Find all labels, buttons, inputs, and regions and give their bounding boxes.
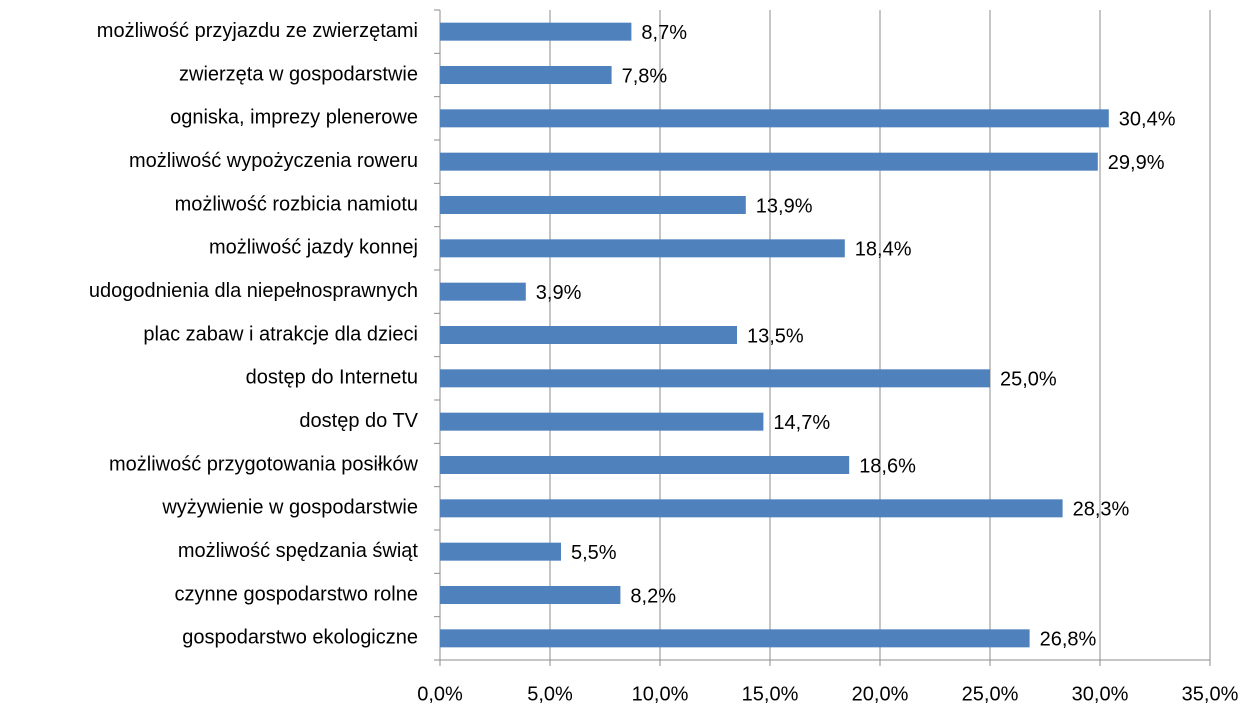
x-tick-label: 30,0% — [1072, 683, 1129, 705]
bar — [440, 282, 526, 301]
data-label: 13,9% — [756, 195, 813, 217]
y-tick-label: możliwość wypożyczenia roweru — [129, 150, 418, 172]
y-tick-label: wyżywienie w gospodarstwie — [161, 497, 418, 519]
bar — [440, 629, 1030, 648]
y-tick-label: możliwość jazdy konnej — [209, 237, 418, 259]
bar — [440, 369, 990, 388]
data-label: 8,2% — [630, 585, 676, 607]
data-label: 18,6% — [859, 455, 916, 477]
y-tick-label: możliwość przyjazdu ze zwierzętami — [97, 20, 418, 42]
bar — [440, 109, 1109, 128]
data-label: 29,9% — [1108, 152, 1165, 174]
x-tick-label: 20,0% — [852, 683, 909, 705]
bar — [440, 326, 737, 344]
data-label: 13,5% — [747, 325, 804, 347]
y-tick-label: możliwość przygotowania posiłków — [109, 453, 419, 475]
bar — [440, 239, 845, 258]
data-label: 3,9% — [536, 282, 582, 304]
x-tick-label: 10,0% — [632, 683, 689, 705]
data-label: 28,3% — [1073, 499, 1130, 521]
data-label: 18,4% — [855, 239, 912, 261]
data-label: 7,8% — [622, 65, 668, 87]
bar — [440, 542, 561, 561]
y-tick-label: gospodarstwo ekologiczne — [182, 627, 418, 649]
y-tick-label: plac zabaw i atrakcje dla dzieci — [143, 323, 418, 345]
y-tick-label: czynne gospodarstwo rolne — [175, 583, 418, 605]
x-tick-label: 5,0% — [527, 683, 573, 705]
y-tick-label: dostęp do Internetu — [246, 367, 418, 389]
y-tick-label: możliwość spędzania świąt — [178, 540, 419, 562]
bar — [440, 152, 1098, 171]
y-tick-label: udogodnienia dla niepełnosprawnych — [89, 280, 418, 302]
bar — [440, 22, 632, 41]
y-tick-label: dostęp do TV — [299, 410, 418, 432]
bar — [440, 456, 850, 474]
y-tick-label: zwierzęta w gospodarstwie — [179, 63, 418, 85]
bar — [440, 586, 621, 604]
bar — [440, 499, 1063, 518]
x-tick-label: 15,0% — [742, 683, 799, 705]
y-tick-label: możliwość rozbicia namiotu — [175, 193, 418, 215]
data-label: 5,5% — [571, 542, 617, 564]
data-label: 26,8% — [1040, 629, 1097, 651]
bar — [440, 412, 764, 431]
bar — [440, 196, 746, 214]
data-label: 25,0% — [1000, 369, 1057, 391]
x-tick-label: 0,0% — [417, 683, 463, 705]
data-label: 14,7% — [773, 412, 830, 434]
data-label: 8,7% — [641, 22, 687, 44]
x-tick-label: 35,0% — [1182, 683, 1239, 705]
data-label: 30,4% — [1119, 109, 1176, 131]
y-tick-label: ogniska, imprezy plenerowe — [170, 107, 418, 129]
bar — [440, 66, 612, 84]
x-tick-label: 25,0% — [962, 683, 1019, 705]
